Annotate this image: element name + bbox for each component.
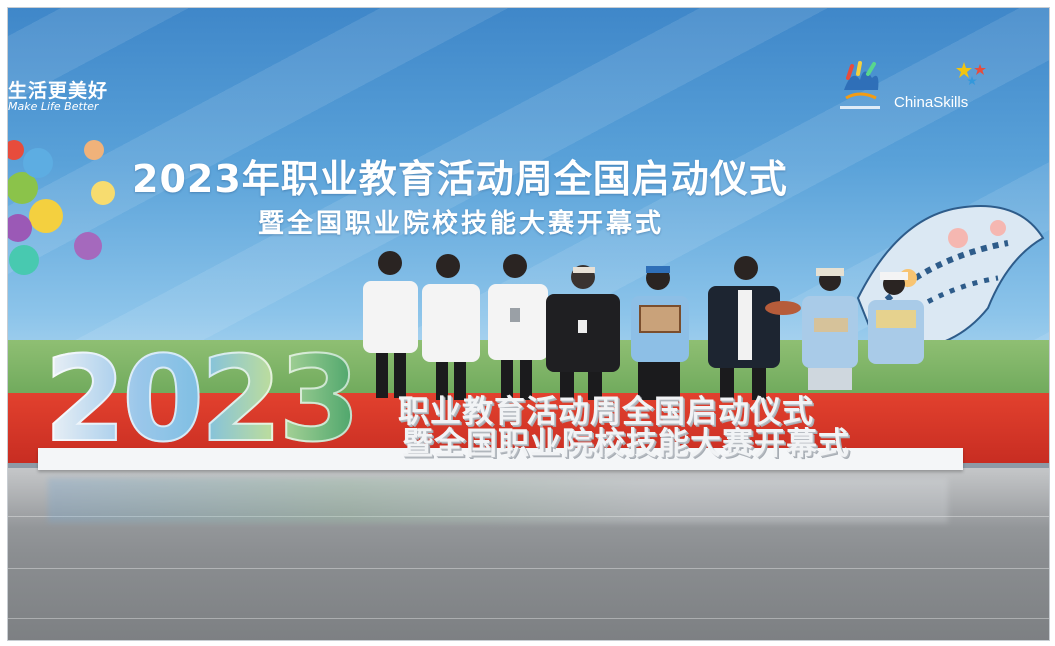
chinaskills-stars-icon [956,62,986,85]
person-3 [488,254,548,400]
year-sculpture-2023: 2023 [43,330,361,468]
chinaskills-logo-text: ChinaSkills [894,94,969,111]
person-5 [631,266,689,400]
chinaskills-logo: ChinaSkills [894,58,1004,118]
person-8 [868,272,924,364]
balloons-decoration [8,140,115,275]
person-7 [802,268,858,390]
person-4 [546,265,620,400]
person-2 [422,254,480,400]
person-6 [708,256,801,400]
vocational-week-logo-icon [840,61,880,109]
backdrop-title-line2: 暨全国职业院校技能大赛开幕式 [258,209,665,239]
backdrop-slogan-chinese: 生活更美好 [8,80,109,102]
backdrop-slogan-english: Make Life Better [8,100,99,113]
person-1 [363,251,418,398]
sculpture-text-line1: 职业教育活动周全国启动仪式 [398,394,814,430]
group-of-people [363,251,924,400]
floor-reflection [48,478,948,523]
stone-floor [8,468,1049,640]
event-photo: 生活更美好 Make Life Better [7,7,1050,641]
sculpture-text-line2: 暨全国职业院校技能大赛开幕式 [402,426,850,462]
backdrop-title-line1: 2023年职业教育活动周全国启动仪式 [132,157,788,201]
sculpture-plinth [38,448,963,470]
